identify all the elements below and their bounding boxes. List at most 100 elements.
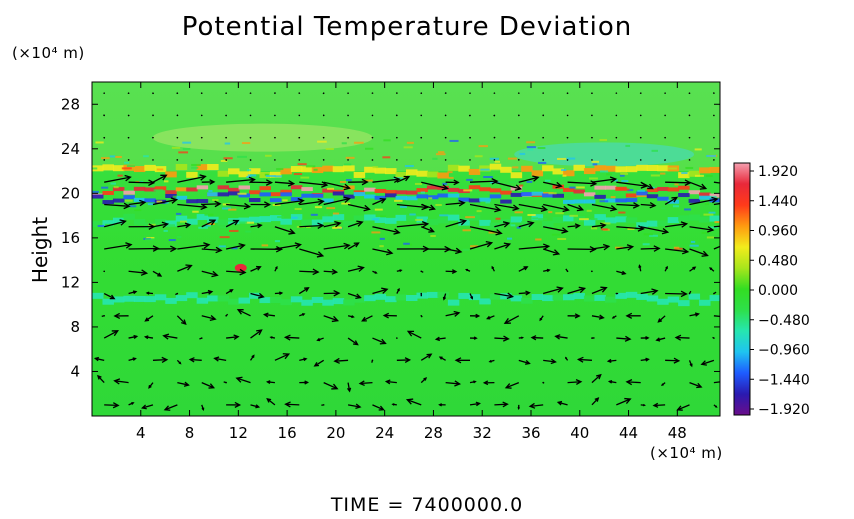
vector-arrow xyxy=(298,114,301,117)
vector-arrow xyxy=(688,114,691,117)
vector-arrow xyxy=(616,225,645,232)
colorbar-label: 0.960 xyxy=(758,224,798,240)
vector-arrow xyxy=(113,312,129,319)
vector-arrow xyxy=(162,333,178,340)
vector-arrow xyxy=(539,315,544,322)
vector-arrow xyxy=(566,136,569,139)
vector-arrow xyxy=(274,242,302,250)
vector-arrow xyxy=(269,336,276,339)
vector-arrow xyxy=(372,337,387,345)
cool-region xyxy=(514,142,695,167)
vector-arrow xyxy=(493,92,496,94)
vector-arrow xyxy=(177,242,211,250)
vector-arrow xyxy=(104,242,133,250)
colorbar-label: 0.000 xyxy=(758,283,798,299)
colorbar-label: −1.440 xyxy=(758,372,810,388)
vector-arrow xyxy=(664,92,666,94)
vector-arrow xyxy=(543,181,563,189)
vector-arrow xyxy=(470,313,481,319)
vector-arrow xyxy=(322,136,325,139)
vector-arrow xyxy=(177,381,190,387)
vector-arrow xyxy=(347,203,371,212)
vector-arrow xyxy=(225,289,234,295)
vector-arrow xyxy=(225,114,227,117)
x-tick-label: 8 xyxy=(185,424,195,442)
vector-arrow xyxy=(103,136,106,139)
vector-arrow xyxy=(299,357,308,362)
vector-arrow xyxy=(371,92,374,94)
vector-arrow xyxy=(144,315,154,322)
vector-arrow xyxy=(176,114,179,117)
vector-arrow xyxy=(201,219,217,228)
vector-arrow xyxy=(615,92,618,94)
y-tick-label: 28 xyxy=(61,95,80,113)
vector-arrow xyxy=(554,334,568,340)
x-tick-label: 4 xyxy=(136,424,146,442)
vector-arrow xyxy=(396,92,398,94)
vector-arrow xyxy=(201,314,217,322)
vector-arrow xyxy=(469,293,474,300)
vector-arrow xyxy=(103,292,116,300)
vector-arrow xyxy=(163,404,178,411)
vector-arrow xyxy=(713,181,720,184)
vector-arrow xyxy=(128,290,138,295)
vector-arrow xyxy=(298,287,310,295)
vector-arrow xyxy=(700,359,715,366)
vector-arrow xyxy=(128,402,135,406)
vector-arrow xyxy=(226,401,242,408)
vector-arrow xyxy=(298,92,301,94)
vector-arrow xyxy=(250,179,274,186)
vector-arrow xyxy=(567,223,581,229)
vector-arrow xyxy=(709,267,715,272)
vector-arrow xyxy=(688,290,692,295)
vector-arrow xyxy=(640,336,650,340)
vector-arrow xyxy=(420,92,423,94)
vector-arrow xyxy=(565,356,569,361)
vector-arrow xyxy=(262,312,275,318)
vector-arrow xyxy=(226,334,240,340)
vector-arrow xyxy=(465,268,471,272)
vector-arrow xyxy=(543,203,570,213)
vector-arrow xyxy=(128,179,156,187)
vector-arrow xyxy=(591,314,605,320)
vector-arrow xyxy=(665,247,690,255)
vector-arrow xyxy=(113,378,129,385)
vector-arrow xyxy=(665,221,689,228)
vector-arrow xyxy=(421,203,436,211)
vector-arrow xyxy=(688,159,691,161)
vector-arrow xyxy=(323,242,351,250)
vector-arrow xyxy=(274,291,284,295)
vector-arrow xyxy=(372,270,378,274)
vector-arrow xyxy=(104,174,132,183)
vector-arrow xyxy=(176,92,179,95)
vector-arrow xyxy=(103,330,120,339)
vector-arrow xyxy=(347,242,360,250)
vector-arrow xyxy=(445,199,466,207)
x-tick-label: 24 xyxy=(375,424,394,442)
vector-arrow xyxy=(420,377,428,384)
vector-arrow xyxy=(250,265,262,272)
vector-arrow xyxy=(420,353,433,361)
vector-arrow xyxy=(201,382,216,389)
vector-arrow xyxy=(664,196,679,206)
vector-arrow xyxy=(299,198,325,206)
time-value: 7400000.0 xyxy=(411,494,524,516)
vector-arrow xyxy=(655,337,666,342)
vector-arrow xyxy=(313,359,325,367)
vector-arrow xyxy=(494,203,520,211)
vector-arrow xyxy=(299,313,306,317)
vector-arrow xyxy=(689,266,697,272)
vector-arrow xyxy=(127,114,130,117)
vector-arrow xyxy=(201,179,216,185)
vector-arrow xyxy=(591,114,593,117)
vector-arrow xyxy=(591,373,602,384)
vector-arrow xyxy=(299,248,325,258)
vector-arrow xyxy=(640,226,670,235)
vector-arrow xyxy=(103,159,105,161)
vector-arrow xyxy=(250,201,272,208)
vector-arrow xyxy=(249,136,252,139)
vector-arrow xyxy=(518,290,531,296)
vector-arrow xyxy=(468,114,471,117)
vector-arrow xyxy=(504,381,520,389)
